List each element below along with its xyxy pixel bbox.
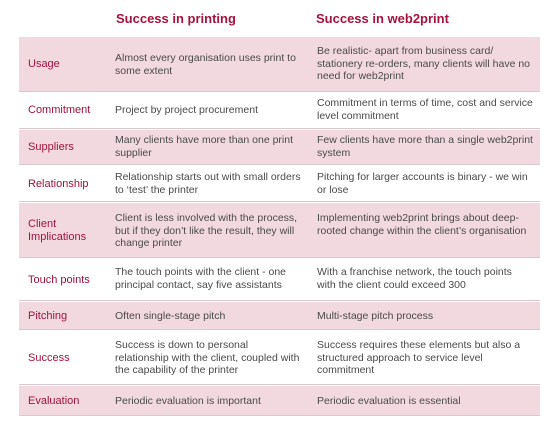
cell-web2print: Success requires these elements but also… [317, 339, 521, 376]
row-label: Client Implications [28, 218, 87, 243]
cell-web2print: Multi-stage pitch process [317, 310, 434, 322]
cell-web2print: With a franchise network, the touch poin… [317, 266, 512, 291]
row-label: Pitching [28, 310, 68, 322]
row-label: Evaluation [28, 395, 80, 407]
cell-printing: Many clients have more than one print su… [115, 134, 294, 159]
table-row-pitching: Pitching Often single-stage pitch Multi-… [19, 302, 540, 330]
table-row-client-implications: Client Implications Client is less invol… [19, 203, 540, 258]
row-label: Relationship [28, 178, 89, 190]
cell-web2print: Be realistic- apart from business card/ … [317, 45, 531, 82]
table-row-evaluation: Evaluation Periodic evaluation is import… [19, 386, 540, 416]
column-header-web2print: Success in web2print [316, 11, 449, 26]
table-row-touch-points: Touch points The touch points with the c… [19, 259, 540, 301]
table-header: Success in printing Success in web2print [0, 0, 557, 36]
cell-printing: Almost every organisation uses print to … [115, 52, 296, 77]
row-label: Usage [28, 58, 60, 70]
table-row-suppliers: Suppliers Many clients have more than on… [19, 130, 540, 165]
cell-printing: Relationship starts out with small order… [115, 171, 301, 196]
table-row-commitment: Commitment Project by project procuremen… [19, 92, 540, 129]
cell-printing: Client is less involved with the process… [115, 212, 298, 249]
cell-web2print: Few clients have more than a single web2… [317, 134, 533, 159]
cell-web2print: Commitment in terms of time, cost and se… [317, 97, 533, 122]
row-label: Success [28, 352, 70, 364]
cell-printing: Often single-stage pitch [115, 310, 226, 322]
table-row-success: Success Success is down to personal rela… [19, 331, 540, 385]
cell-printing: The touch points with the client - one p… [115, 266, 287, 291]
cell-web2print: Pitching for larger accounts is binary -… [317, 171, 528, 196]
row-label: Touch points [28, 274, 90, 286]
table-row-relationship: Relationship Relationship starts out wit… [19, 166, 540, 202]
cell-printing: Success is down to personal relationship… [115, 339, 300, 376]
row-label: Commitment [28, 104, 91, 116]
cell-web2print: Implementing web2print brings about deep… [317, 212, 527, 237]
row-label: Suppliers [28, 141, 74, 153]
cell-printing: Project by project procurement [115, 104, 258, 116]
column-header-printing: Success in printing [116, 11, 236, 26]
table-row-usage: Usage Almost every organisation uses pri… [19, 37, 540, 92]
cell-web2print: Periodic evaluation is essential [317, 395, 461, 407]
cell-printing: Periodic evaluation is important [115, 395, 261, 407]
